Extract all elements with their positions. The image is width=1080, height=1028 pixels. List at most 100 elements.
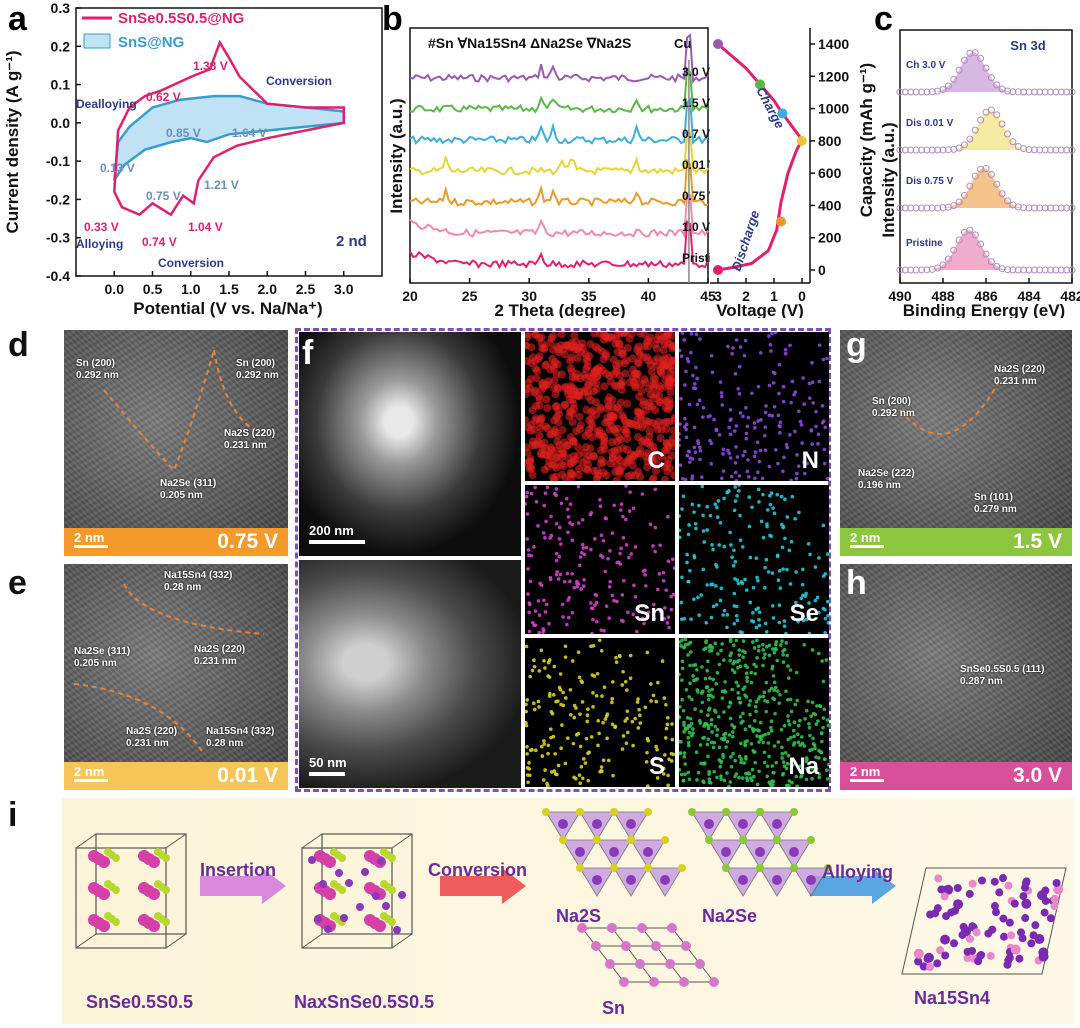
xrd-trace — [409, 194, 709, 239]
xps-point — [966, 135, 974, 143]
xrd-trace-label: 1.5 V — [682, 96, 710, 110]
xps-point — [971, 49, 979, 57]
xps-point — [1068, 88, 1076, 96]
eds-map-label: Se — [789, 600, 819, 627]
xps-ylabel: Intensity (a.u.) — [879, 122, 898, 237]
annot-138: 1.38 V — [193, 59, 228, 73]
voltage-label: 0.01 V — [217, 764, 278, 787]
xrd-trace — [409, 158, 709, 208]
x-tick-label: 1.0 — [181, 281, 201, 297]
annot-conversion-top: Conversion — [266, 74, 332, 88]
xps-point — [1020, 88, 1028, 96]
xps-point — [1036, 88, 1044, 96]
lattice-label: Na15Sn4 (332) 0.28 nm — [164, 570, 233, 593]
xps-point — [939, 146, 947, 154]
y-tick-label: -0.1 — [46, 153, 70, 169]
step-conversion: Conversion — [428, 860, 528, 880]
xps-point — [1041, 204, 1049, 212]
xps-point — [1041, 88, 1049, 96]
y-tick-label: 0.0 — [51, 115, 71, 131]
xps-trace-label: Dis 0.75 V — [906, 176, 954, 187]
scale-bar-label: 2 nm — [74, 764, 105, 779]
capacity-axis-label: Capacity (mAh g⁻¹) — [857, 63, 876, 217]
xrd-trace — [409, 219, 709, 270]
xps-point — [923, 204, 931, 212]
xps-point — [950, 75, 958, 83]
xps-point — [1020, 145, 1028, 153]
discharge-curve — [717, 140, 803, 272]
tem-image-15v: Na2S (220) 0.231 nm Sn (200) 0.292 nm Na2S… — [840, 330, 1072, 556]
eds-map-label: Sn — [634, 600, 665, 627]
x-tick-label: 0.5 — [143, 281, 163, 297]
xps-point — [1057, 204, 1065, 212]
profile-point — [796, 135, 807, 146]
xps-point — [1004, 197, 1011, 205]
xps-point — [944, 82, 952, 90]
eds-map-n: N — [679, 332, 829, 481]
cycle-label: 2 nd — [336, 233, 367, 250]
scale-bar — [850, 545, 884, 548]
xps-point — [998, 120, 1006, 128]
xps-point — [1052, 204, 1060, 212]
x-tick-label: 488 — [931, 288, 955, 304]
xps-point — [993, 180, 1001, 188]
xps-trace-label: Dis 0.01 V — [906, 118, 954, 129]
y-tick-label: 800 — [818, 133, 842, 149]
xrd-ylabel: Intensity (a.u.) — [387, 98, 406, 213]
eds-map-label: Na — [788, 753, 819, 780]
panel-letter-h: h — [846, 564, 867, 602]
step-alloying: Alloying — [822, 862, 893, 882]
xps-point — [939, 204, 947, 212]
xps-point — [896, 146, 904, 154]
legend-sns: SnS@NG — [118, 34, 184, 51]
annot-085: 0.85 V — [166, 126, 201, 140]
xps-point — [971, 231, 979, 239]
annot-104: 1.04 V — [188, 220, 223, 234]
xps-point — [1036, 266, 1044, 274]
x-tick-label: 30 — [521, 288, 537, 304]
charge-curve — [717, 42, 804, 142]
xps-chart: c Sn 3d Ch 3.0 V Dis 0.01 V Dis 0.75 V Pris… — [874, 0, 1080, 318]
xps-trace-label: Pristine — [906, 238, 943, 249]
xps-point — [923, 88, 931, 96]
xps-point — [1052, 266, 1060, 274]
xrd-trace-label: 3.0 V — [682, 65, 710, 79]
xps-point — [923, 146, 931, 154]
xps-point — [1057, 266, 1065, 274]
haadf-image: 200 nm — [299, 332, 521, 556]
annot-121: 1.21 V — [204, 178, 239, 192]
xps-point — [1004, 266, 1011, 274]
x-tick-label: 484 — [1017, 288, 1041, 304]
xps-point — [896, 204, 904, 212]
xps-point — [977, 54, 985, 62]
xps-point — [918, 146, 925, 154]
cv-ylabel: Current density (A g⁻¹) — [3, 50, 22, 233]
xps-point — [966, 182, 974, 190]
xps-title: Sn 3d — [1010, 38, 1045, 53]
xps-point — [1020, 266, 1028, 274]
xps-point — [1036, 146, 1044, 154]
scale-bar — [850, 779, 884, 782]
xps-point — [1030, 88, 1038, 96]
xps-point — [1047, 204, 1054, 212]
xps-point — [993, 111, 1001, 119]
xps-point — [896, 88, 904, 96]
xps-point — [961, 191, 968, 199]
voltage-bar-15v: 2 nm 1.5 V — [840, 528, 1072, 556]
xps-point — [955, 144, 963, 152]
xps-point — [944, 146, 952, 154]
xrd-trace-label: 0.7 V — [682, 127, 710, 141]
xps-point — [901, 88, 909, 96]
species-na2se: Na2Se — [702, 906, 758, 926]
xps-point — [971, 172, 979, 180]
annot-conversion-bottom: Conversion — [158, 256, 224, 270]
xps-point — [1004, 87, 1011, 95]
xrd-trace — [409, 131, 709, 176]
xps-point — [1014, 203, 1022, 211]
xps-point — [1057, 146, 1065, 154]
arrow-alloying — [810, 868, 896, 904]
x-tick-label: 482 — [1060, 288, 1080, 304]
lattice-label: Na2S (220) 0.231 nm — [126, 726, 178, 749]
xps-point — [1041, 146, 1049, 154]
lattice-na2s — [542, 808, 686, 897]
